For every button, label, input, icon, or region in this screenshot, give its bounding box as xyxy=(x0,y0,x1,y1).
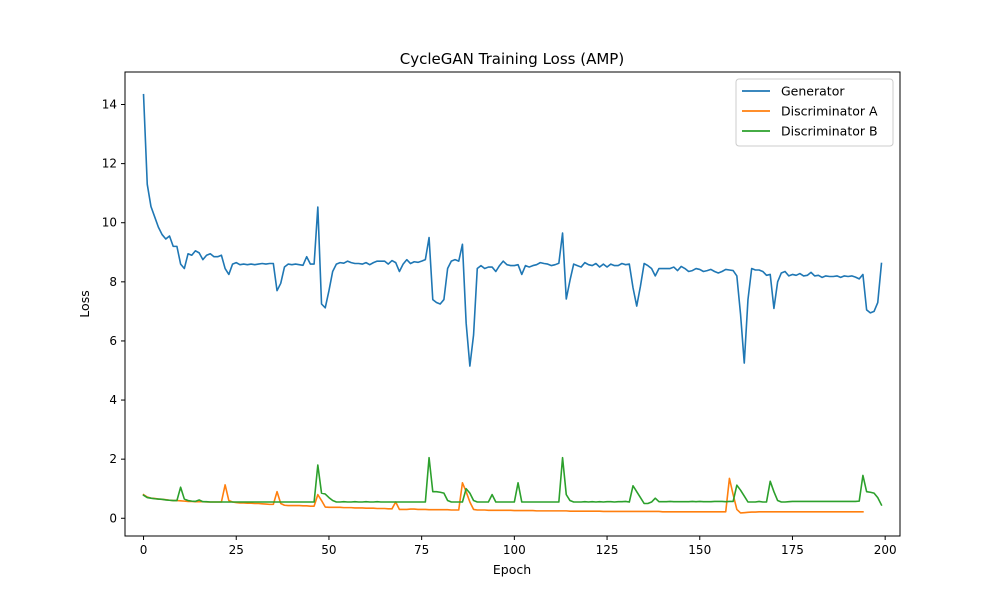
x-axis-ticks: 0 25 50 75 100 125 150 175 200 xyxy=(140,536,897,557)
y-tick-label: 12 xyxy=(102,157,117,171)
y-tick-label: 2 xyxy=(109,452,117,466)
x-tick-label: 150 xyxy=(688,543,711,557)
y-tick-label: 6 xyxy=(109,334,117,348)
series-line-0 xyxy=(142,93,883,367)
x-tick-label: 75 xyxy=(414,543,429,557)
series-line-1 xyxy=(142,477,864,514)
series-lines xyxy=(142,93,883,514)
legend-box xyxy=(735,78,894,147)
y-tick-label: 10 xyxy=(102,216,117,230)
plot-frame xyxy=(124,71,901,537)
x-axis-label: Epoch xyxy=(493,562,531,577)
chart-title: CycleGAN Training Loss (AMP) xyxy=(400,50,624,68)
y-axis-ticks: 0 2 4 6 8 10 12 14 xyxy=(102,98,125,525)
x-tick-label: 0 xyxy=(140,543,148,557)
y-tick-label: 14 xyxy=(102,98,117,112)
y-axis-label: Loss xyxy=(77,290,92,317)
legend-label-2: Discriminator B xyxy=(781,124,878,139)
legend-label-1: Discriminator A xyxy=(781,104,878,119)
legend: Generator Discriminator A Discriminator B xyxy=(735,78,894,147)
series-line-2 xyxy=(142,456,883,507)
x-tick-label: 100 xyxy=(503,543,526,557)
y-tick-label: 4 xyxy=(109,393,117,407)
x-tick-label: 50 xyxy=(321,543,336,557)
x-tick-label: 175 xyxy=(781,543,804,557)
x-tick-label: 125 xyxy=(596,543,619,557)
legend-items: Generator Discriminator A Discriminator B xyxy=(742,84,878,139)
x-tick-label: 200 xyxy=(874,543,897,557)
legend-label-0: Generator xyxy=(781,84,845,99)
y-tick-label: 0 xyxy=(109,511,117,525)
y-tick-label: 8 xyxy=(109,275,117,289)
x-tick-label: 25 xyxy=(229,543,244,557)
